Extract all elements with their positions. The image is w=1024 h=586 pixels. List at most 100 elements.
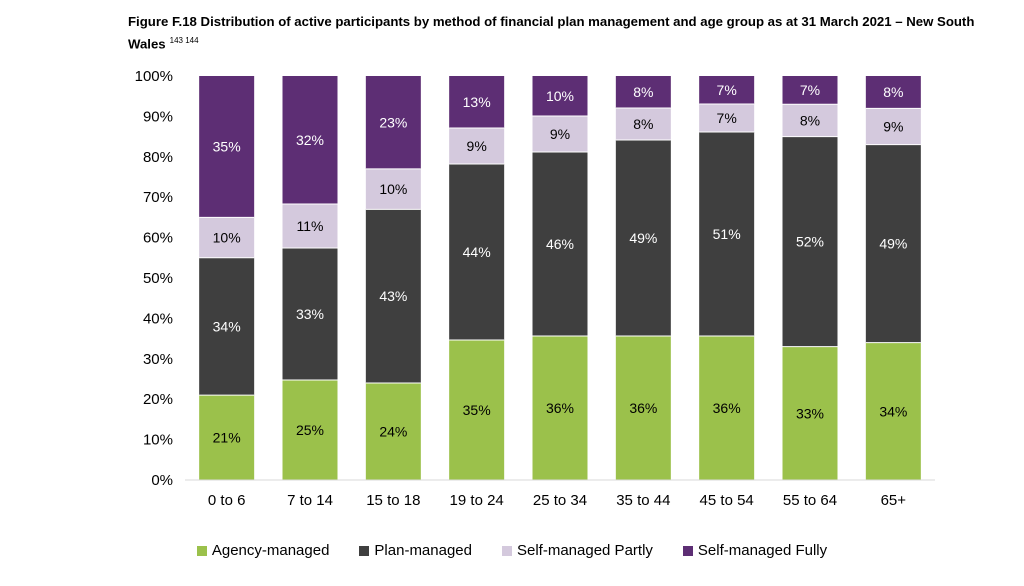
bar-segment	[199, 76, 255, 218]
bar-segment	[532, 116, 588, 152]
data-label: 43%	[379, 288, 407, 304]
bar-segment	[615, 140, 671, 336]
bar-segment	[199, 257, 255, 396]
legend-label: Self-managed Fully	[697, 542, 828, 559]
bar-segment	[282, 204, 338, 248]
data-label: 34%	[879, 403, 907, 419]
data-label: 8%	[633, 84, 653, 100]
x-tick-label: 0 to 6	[208, 492, 246, 509]
bar-segment	[365, 76, 421, 169]
data-label: 8%	[883, 84, 903, 100]
y-tick-label: 20%	[143, 391, 173, 408]
bar-segment	[615, 108, 671, 140]
data-label: 32%	[296, 132, 324, 148]
bar-segment	[865, 108, 921, 145]
bar-segment	[365, 209, 421, 384]
legend-item: Self-managed Partly	[502, 542, 653, 559]
data-label: 7%	[800, 82, 820, 98]
data-label: 9%	[467, 138, 487, 154]
bar-segment	[282, 76, 338, 204]
data-label: 33%	[296, 306, 324, 322]
bar-segment	[365, 383, 421, 480]
data-label: 49%	[879, 236, 907, 252]
bar-segment	[865, 76, 921, 109]
data-label: 9%	[883, 119, 903, 135]
data-label: 34%	[213, 318, 241, 334]
bar-segment	[449, 164, 505, 340]
y-tick-label: 50%	[143, 270, 173, 287]
legend-swatch	[682, 545, 693, 556]
x-tick-label: 45 to 54	[700, 492, 754, 509]
bar-segment	[782, 104, 838, 137]
data-label: 51%	[713, 226, 741, 242]
data-label: 7%	[717, 82, 737, 98]
x-tick-label: 65+	[881, 492, 907, 509]
bar-segment	[449, 76, 505, 128]
bar-segment	[532, 152, 588, 336]
bar-segment	[782, 76, 838, 105]
data-label: 33%	[796, 405, 824, 421]
bar-segment	[782, 136, 838, 347]
data-label: 13%	[463, 94, 491, 110]
bar-segment	[282, 248, 338, 380]
bar-segment	[782, 346, 838, 480]
data-label: 10%	[546, 88, 574, 104]
bar-segment	[699, 104, 755, 132]
bar-segment	[699, 76, 755, 104]
footnote-refs: 143 144	[169, 36, 199, 45]
data-label: 35%	[463, 402, 491, 418]
y-tick-label: 80%	[143, 149, 173, 166]
data-label: 52%	[796, 234, 824, 250]
y-tick-label: 90%	[143, 108, 173, 125]
x-tick-label: 19 to 24	[450, 492, 504, 509]
legend-label: Self-managed Partly	[517, 542, 653, 559]
chart-title: Figure F.18 Distribution of active parti…	[128, 14, 975, 52]
y-tick-label: 60%	[143, 230, 173, 247]
bar-segment	[199, 395, 255, 480]
data-label: 21%	[213, 430, 241, 446]
data-label: 49%	[629, 230, 657, 246]
bar-segment	[532, 336, 588, 480]
y-tick-label: 70%	[143, 189, 173, 206]
legend-label: Agency-managed	[211, 542, 330, 559]
legend-item: Agency-managed	[196, 542, 330, 559]
x-tick-label: 35 to 44	[616, 492, 670, 509]
data-label: 8%	[800, 112, 820, 128]
chart-legend: Agency-managed Plan-managed Self-managed P…	[0, 542, 1024, 559]
y-tick-label: 30%	[143, 351, 173, 368]
data-label: 46%	[546, 236, 574, 252]
legend-item: Self-managed Fully	[682, 542, 828, 559]
data-label: 36%	[629, 400, 657, 416]
legend-swatch	[196, 545, 207, 556]
data-label: 7%	[717, 110, 737, 126]
bar-segment	[865, 342, 921, 480]
data-label: 10%	[213, 230, 241, 246]
legend-swatch	[502, 545, 512, 556]
x-tick-label: 7 to 14	[287, 492, 333, 509]
y-tick-label: 10%	[143, 432, 173, 449]
x-tick-label: 55 to 64	[783, 492, 837, 509]
data-label: 11%	[297, 218, 324, 234]
legend-item: Plan-managed	[359, 542, 472, 559]
data-label: 44%	[463, 244, 491, 260]
bar-segment	[699, 336, 755, 480]
bar-segment	[615, 76, 671, 108]
legend-swatch	[359, 545, 370, 556]
bar-segment	[865, 144, 921, 343]
bar-segment	[282, 380, 338, 480]
data-label: 36%	[713, 400, 741, 416]
bar-segment	[199, 217, 255, 258]
data-label: 24%	[379, 424, 407, 440]
bar-segment	[365, 168, 421, 210]
x-tick-label: 25 to 34	[533, 492, 587, 509]
y-tick-label: 100%	[135, 68, 173, 85]
data-label: 36%	[546, 400, 574, 416]
data-label: 35%	[213, 139, 241, 155]
data-label: 8%	[633, 116, 653, 132]
y-tick-label: 0%	[151, 472, 173, 489]
y-tick-label: 40%	[143, 310, 173, 327]
bar-segment	[449, 340, 505, 480]
bar-segment	[699, 132, 755, 336]
data-label: 25%	[296, 422, 324, 438]
